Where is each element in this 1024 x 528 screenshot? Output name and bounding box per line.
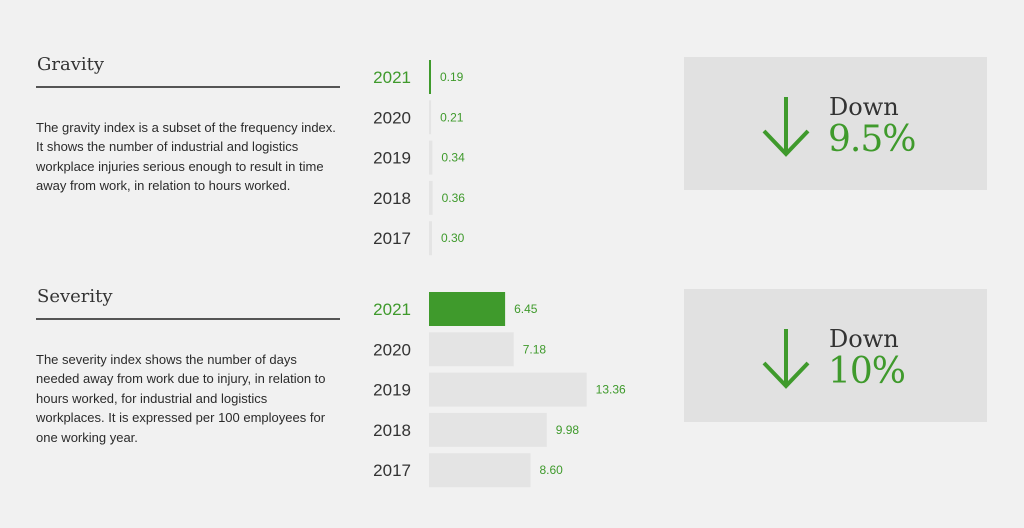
severity-trend-value: 10% bbox=[828, 351, 906, 392]
severity-year-label: 2017 bbox=[373, 461, 411, 480]
gravity-year-label: 2020 bbox=[373, 108, 411, 127]
severity-bar bbox=[429, 332, 514, 367]
gravity-trend-panel: Down 9.5% bbox=[684, 57, 987, 190]
gravity-bar bbox=[429, 221, 432, 256]
arrow-down-icon bbox=[762, 97, 810, 157]
gravity-divider bbox=[36, 86, 340, 88]
gravity-value-label: 0.34 bbox=[441, 151, 465, 165]
gravity-value-label: 0.19 bbox=[440, 70, 464, 84]
severity-year-label: 2020 bbox=[373, 340, 411, 359]
gravity-chart: 2021 0.19 2020 0.21 2019 0.34 2018 0.36 2017 0.30 bbox=[360, 56, 660, 256]
severity-title: Severity bbox=[37, 286, 113, 307]
severity-value-label: 7.18 bbox=[523, 342, 547, 356]
gravity-year-label: 2017 bbox=[373, 229, 411, 248]
severity-value-label: 8.60 bbox=[539, 463, 563, 477]
severity-bar bbox=[429, 372, 587, 407]
gravity-year-label: 2018 bbox=[373, 189, 411, 208]
severity-year-label: 2021 bbox=[373, 300, 411, 319]
severity-trend-label: Down bbox=[829, 325, 899, 353]
severity-value-label: 6.45 bbox=[514, 302, 538, 316]
severity-bar bbox=[429, 292, 506, 326]
gravity-year-label: 2021 bbox=[373, 68, 411, 87]
severity-year-label: 2019 bbox=[373, 381, 411, 400]
severity-divider bbox=[36, 318, 340, 320]
gravity-bar-chart: 2021 0.19 2020 0.21 2019 0.34 2018 0.36 2017 0.30 bbox=[373, 60, 466, 256]
severity-bar bbox=[429, 453, 531, 488]
gravity-value-label: 0.21 bbox=[440, 110, 464, 124]
gravity-bar bbox=[429, 100, 432, 135]
severity-value-label: 9.98 bbox=[556, 423, 580, 437]
severity-description: The severity index shows the number of d… bbox=[36, 352, 326, 445]
gravity-value-label: 0.30 bbox=[441, 231, 465, 245]
gravity-bar bbox=[429, 60, 431, 94]
gravity-value-label: 0.36 bbox=[442, 191, 466, 205]
gravity-description: The gravity index is a subset of the fre… bbox=[36, 120, 336, 194]
gravity-trend-label: Down bbox=[829, 93, 899, 121]
arrow-down-icon bbox=[762, 329, 810, 389]
gravity-title: Gravity bbox=[37, 54, 105, 75]
severity-chart: 2021 6.45 2020 7.18 2019 13.36 2018 9.98 2017 8.6… bbox=[360, 288, 660, 488]
gravity-year-label: 2019 bbox=[373, 149, 411, 168]
severity-bar-chart: 2021 6.45 2020 7.18 2019 13.36 2018 9.98 2017 8.6… bbox=[373, 292, 626, 488]
severity-value-label: 13.36 bbox=[596, 383, 626, 397]
gravity-trend-value: 9.5% bbox=[828, 119, 916, 160]
gravity-bar bbox=[429, 180, 433, 215]
severity-year-label: 2018 bbox=[373, 421, 411, 440]
severity-trend-panel: Down 10% bbox=[684, 289, 987, 422]
severity-bar bbox=[429, 412, 547, 447]
gravity-bar bbox=[429, 140, 433, 175]
